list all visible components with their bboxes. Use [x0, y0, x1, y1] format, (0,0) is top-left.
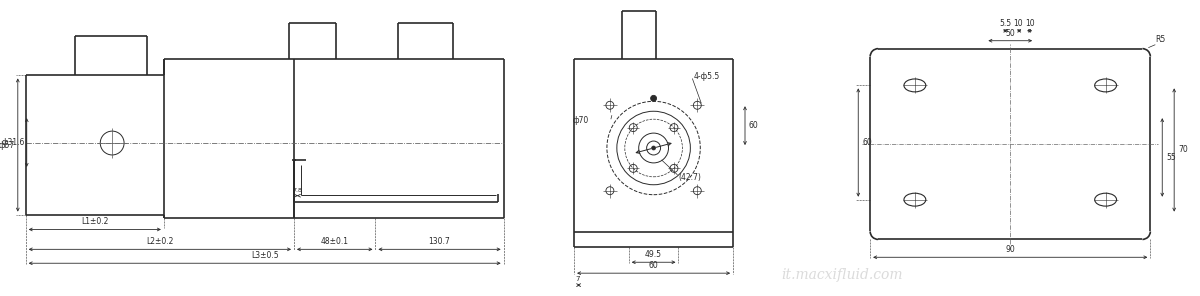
- Text: 60: 60: [749, 121, 758, 130]
- Text: 10: 10: [1013, 19, 1024, 28]
- Circle shape: [650, 95, 656, 101]
- Text: 5.5: 5.5: [1000, 19, 1012, 28]
- Text: 130.7: 130.7: [428, 237, 450, 246]
- Text: ф70: ф70: [572, 116, 589, 125]
- Text: ф57: ф57: [0, 141, 14, 149]
- Text: 60: 60: [863, 138, 872, 147]
- Text: 60: 60: [649, 261, 659, 270]
- Text: L3±0.5: L3±0.5: [251, 251, 278, 260]
- Text: 7.8: 7.8: [293, 188, 302, 193]
- Text: L2±0.2: L2±0.2: [146, 237, 174, 246]
- Text: it.macxifluid.com: it.macxifluid.com: [781, 268, 904, 282]
- Text: ф31.6: ф31.6: [1, 138, 25, 147]
- Text: 7: 7: [576, 276, 581, 282]
- Text: (42.7): (42.7): [678, 173, 701, 182]
- Text: 10: 10: [1025, 19, 1034, 28]
- Text: 90: 90: [1006, 245, 1015, 254]
- Text: 50: 50: [1006, 29, 1015, 38]
- Text: 55: 55: [1166, 153, 1176, 163]
- Text: 48±0.1: 48±0.1: [320, 237, 349, 246]
- Text: L1±0.2: L1±0.2: [82, 218, 108, 226]
- Text: 4-ф5.5: 4-ф5.5: [694, 72, 720, 81]
- Circle shape: [652, 146, 655, 150]
- Text: 70: 70: [1178, 146, 1188, 155]
- Text: 49.5: 49.5: [646, 250, 662, 259]
- Text: R5: R5: [1156, 35, 1165, 44]
